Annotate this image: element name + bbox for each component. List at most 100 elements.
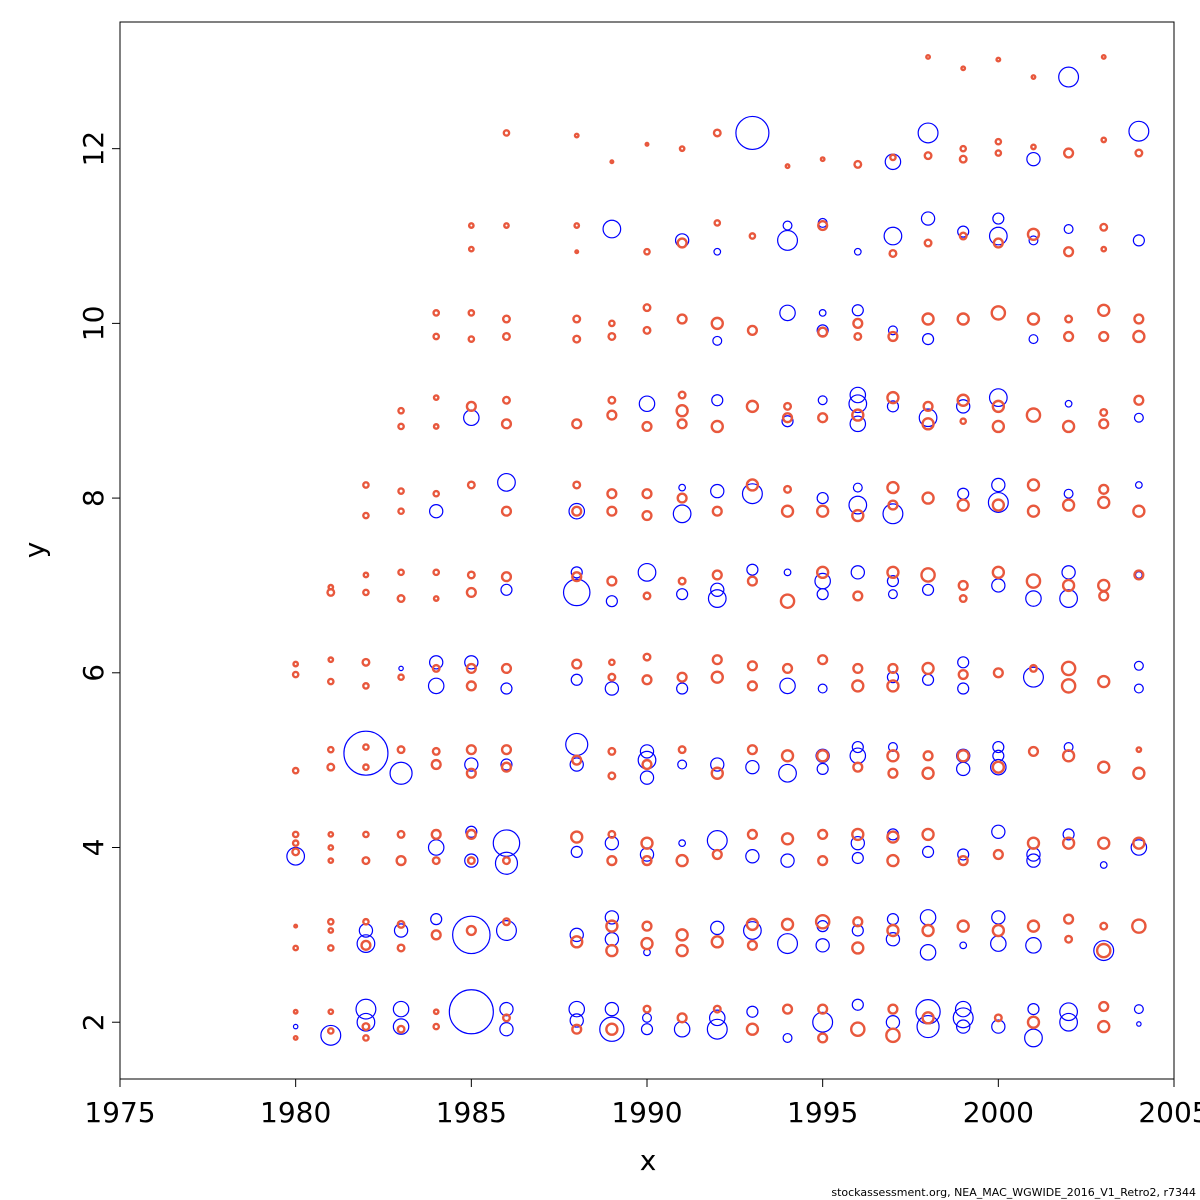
positive-residual-bubble-27 <box>360 939 372 951</box>
positive-residual-bubble-10 <box>327 1008 335 1016</box>
positive-residual-bubble-318 <box>1100 136 1108 144</box>
positive-residual-bubble-72 <box>465 662 477 675</box>
positive-residual-bubble-311 <box>1098 483 1110 495</box>
negative-residual-bubble-190 <box>1063 488 1074 499</box>
positive-residual-bubble-316 <box>1100 245 1108 253</box>
positive-residual-bubble-320 <box>1131 918 1147 934</box>
positive-residual-bubble-248 <box>957 855 969 867</box>
negative-residual-bubble-116 <box>851 740 864 754</box>
negative-residual-bubble-109 <box>818 308 827 317</box>
positive-residual-bubble-118 <box>606 575 618 587</box>
positive-residual-bubble-231 <box>888 248 898 258</box>
positive-residual-bubble-93 <box>503 222 510 229</box>
negative-residual-bubble-40 <box>570 673 583 686</box>
positive-residual-bubble-50 <box>397 406 405 415</box>
positive-residual-bubble-195 <box>817 828 829 841</box>
positive-residual-bubble-95 <box>571 1023 583 1035</box>
negative-residual-bubble-133 <box>882 503 904 525</box>
positive-residual-bubble-3 <box>293 923 299 929</box>
negative-residual-bubble-165 <box>992 740 1005 754</box>
negative-residual-bubble-119 <box>852 482 863 493</box>
positive-residual-bubble-213 <box>851 408 865 422</box>
positive-residual-bubble-246 <box>925 53 932 60</box>
positive-residual-bubble-40 <box>396 919 406 929</box>
positive-residual-bubble-152 <box>677 390 687 400</box>
positive-residual-bubble-14 <box>327 927 335 934</box>
negative-residual-bubble-80 <box>746 1005 759 1018</box>
positive-residual-bubble-60 <box>432 568 441 577</box>
negative-residual-bubble-105 <box>814 572 831 590</box>
positive-residual-bubble-245 <box>923 151 933 161</box>
positive-residual-bubble-143 <box>675 928 689 942</box>
negative-residual-bubble-21 <box>464 853 479 868</box>
positive-residual-bubble-319 <box>1100 53 1107 60</box>
positive-residual-bubble-65 <box>432 309 441 317</box>
x-tick-label-2005: 2005 <box>1138 1096 1200 1129</box>
negative-residual-bubble-91 <box>778 763 797 783</box>
negative-residual-bubble-0 <box>292 1023 299 1030</box>
positive-residual-bubble-211 <box>852 590 864 602</box>
positive-residual-bubble-6 <box>291 847 301 857</box>
negative-residual-bubble-182 <box>1028 235 1039 246</box>
negative-residual-bubble-199 <box>1133 683 1144 694</box>
negative-residual-bubble-13 <box>430 913 443 926</box>
positive-residual-bubble-88 <box>500 505 513 517</box>
positive-residual-bubble-262 <box>991 923 1006 938</box>
positive-residual-bubble-57 <box>430 758 442 771</box>
positive-residual-bubble-307 <box>1097 674 1111 689</box>
positive-residual-bubble-44 <box>397 673 405 682</box>
positive-residual-bubble-5 <box>291 839 300 847</box>
positive-residual-bubble-12 <box>326 944 335 952</box>
positive-residual-bubble-309 <box>1098 590 1110 602</box>
negative-residual-bubble-32 <box>500 583 513 596</box>
positive-residual-bubble-83 <box>501 856 511 866</box>
positive-residual-bubble-171 <box>746 828 759 841</box>
positive-residual-bubble-205 <box>851 941 865 955</box>
positive-residual-bubble-277 <box>1026 836 1041 850</box>
positive-residual-bubble-23 <box>327 583 335 591</box>
negative-residual-bubble-203 <box>1133 412 1144 423</box>
positive-residual-bubble-91 <box>501 331 511 341</box>
positive-residual-bubble-283 <box>1025 407 1042 423</box>
positive-residual-bubble-82 <box>501 917 511 927</box>
negative-residual-bubble-70 <box>708 1009 726 1027</box>
negative-residual-bubble-85 <box>741 483 763 505</box>
positive-residual-bubble-208 <box>852 761 864 773</box>
negative-residual-bubble-82 <box>745 849 760 864</box>
positive-residual-bubble-131 <box>641 758 653 771</box>
negative-residual-bubble-94 <box>781 415 794 428</box>
positive-residual-bubble-76 <box>465 400 477 412</box>
positive-residual-bubble-46 <box>397 568 405 577</box>
positive-residual-bubble-84 <box>500 761 513 773</box>
positive-residual-bubble-30 <box>362 763 370 771</box>
positive-residual-bubble-17 <box>327 844 335 851</box>
positive-residual-bubble-137 <box>641 420 653 433</box>
positive-residual-bubble-156 <box>712 1004 722 1014</box>
positive-residual-bubble-329 <box>1134 148 1144 158</box>
negative-residual-bubble-77 <box>711 394 724 407</box>
positive-residual-bubble-194 <box>817 855 829 867</box>
x-tick-label-1980: 1980 <box>260 1096 331 1129</box>
positive-residual-bubble-49 <box>397 422 405 431</box>
positive-residual-bubble-197 <box>817 654 829 666</box>
positive-residual-bubble-315 <box>1097 303 1111 317</box>
negative-residual-bubble-164 <box>991 824 1006 839</box>
positive-residual-bubble-28 <box>362 830 370 839</box>
positive-residual-bubble-31 <box>362 743 370 751</box>
positive-residual-bubble-110 <box>605 943 619 958</box>
positive-residual-bubble-228 <box>887 499 899 511</box>
positive-residual-bubble-55 <box>430 828 442 841</box>
negative-residual-bubble-171 <box>988 388 1008 408</box>
positive-residual-bubble-107 <box>574 249 580 255</box>
y-tick-label-8: 8 <box>77 489 110 507</box>
positive-residual-bubble-97 <box>570 830 584 844</box>
negative-residual-bubble-71 <box>710 920 725 936</box>
negative-residual-bubble-205 <box>1128 120 1150 142</box>
x-tick-label-1985: 1985 <box>436 1096 507 1129</box>
positive-residual-bubble-52 <box>432 1008 440 1016</box>
positive-residual-bubble-189 <box>783 401 793 411</box>
positive-residual-bubble-300 <box>1062 147 1075 159</box>
positive-residual-bubble-153 <box>676 313 688 325</box>
positive-residual-bubble-289 <box>1062 913 1075 925</box>
negative-residual-bubble-16 <box>429 655 444 670</box>
